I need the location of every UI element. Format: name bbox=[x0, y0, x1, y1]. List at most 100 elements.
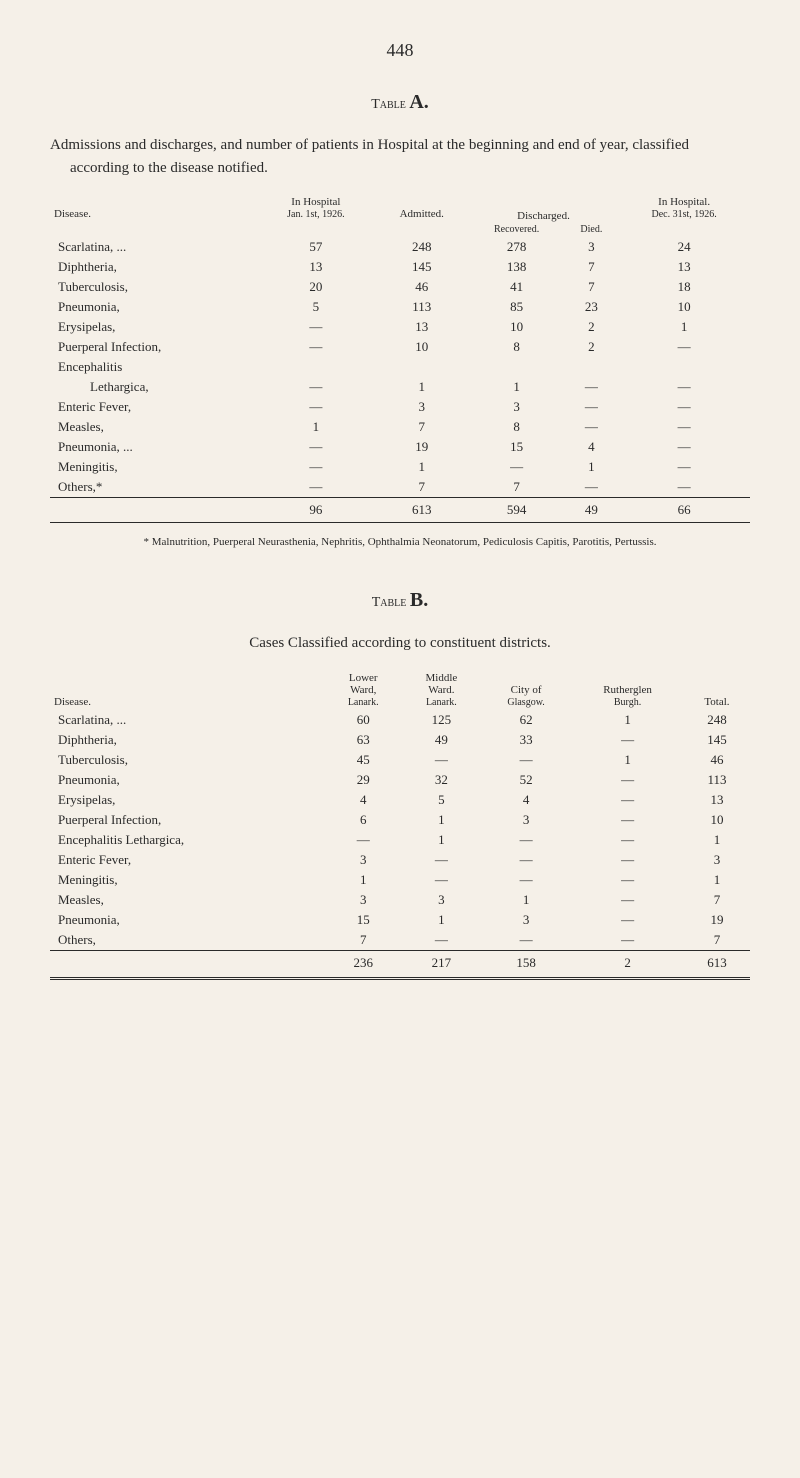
data-cell: 4 bbox=[325, 790, 402, 810]
data-cell: 63 bbox=[325, 730, 402, 750]
table-row: Erysipelas,—131021 bbox=[50, 317, 750, 337]
disease-cell: Others,* bbox=[50, 477, 257, 498]
table-row: Puerperal Infection,613—10 bbox=[50, 810, 750, 830]
data-cell: — bbox=[402, 750, 481, 770]
total-lower: 236 bbox=[325, 950, 402, 975]
data-cell: — bbox=[571, 810, 684, 830]
data-cell: 3 bbox=[469, 397, 565, 417]
data-cell: — bbox=[571, 850, 684, 870]
data-cell: 1 bbox=[618, 317, 750, 337]
table-a-title-prefix: Table bbox=[371, 97, 406, 112]
data-cell: 3 bbox=[325, 850, 402, 870]
data-cell: 4 bbox=[564, 437, 618, 457]
table-row: Encephalitis Lethargica,—1——1 bbox=[50, 830, 750, 850]
data-cell: 8 bbox=[469, 417, 565, 437]
data-cell: 6 bbox=[325, 810, 402, 830]
table-b-title-letter: B. bbox=[410, 589, 428, 611]
data-cell: 32 bbox=[402, 770, 481, 790]
data-cell: — bbox=[618, 437, 750, 457]
data-cell: 3 bbox=[481, 910, 571, 930]
total-recovered: 594 bbox=[469, 498, 565, 523]
table-row: Diphtheria,13145138713 bbox=[50, 257, 750, 277]
th-middle: Middle Ward. Lanark. bbox=[402, 670, 481, 710]
data-cell: 7 bbox=[564, 257, 618, 277]
table-row: Tuberculosis,204641718 bbox=[50, 277, 750, 297]
table-row: Others,7———7 bbox=[50, 930, 750, 951]
data-cell: 10 bbox=[618, 297, 750, 317]
data-cell: 3 bbox=[481, 810, 571, 830]
data-cell: 125 bbox=[402, 710, 481, 730]
data-cell: 23 bbox=[564, 297, 618, 317]
table-row: Erysipelas,454—13 bbox=[50, 790, 750, 810]
table-a-title-letter: A. bbox=[409, 91, 428, 113]
total-admitted: 613 bbox=[375, 498, 469, 523]
table-row: Enteric Fever,3———3 bbox=[50, 850, 750, 870]
data-cell: — bbox=[571, 930, 684, 951]
table-b-totals-row: 236 217 158 2 613 bbox=[50, 950, 750, 975]
data-cell bbox=[469, 357, 565, 377]
disease-cell: Tuberculosis, bbox=[50, 277, 257, 297]
data-cell: 62 bbox=[481, 710, 571, 730]
table-row: Encephalitis bbox=[50, 357, 750, 377]
data-cell: 41 bbox=[469, 277, 565, 297]
data-cell: — bbox=[618, 337, 750, 357]
th-in-hospital-dec: In Hospital. Dec. 31st, 1926. bbox=[618, 194, 750, 222]
data-cell: 5 bbox=[402, 790, 481, 810]
data-cell: — bbox=[257, 437, 375, 457]
data-cell: 10 bbox=[469, 317, 565, 337]
table-row: Meningitis,1———1 bbox=[50, 870, 750, 890]
data-cell: — bbox=[257, 457, 375, 477]
data-cell: 85 bbox=[469, 297, 565, 317]
data-cell: 49 bbox=[402, 730, 481, 750]
table-a-totals-row: 96 613 594 49 66 bbox=[50, 498, 750, 523]
data-cell: 10 bbox=[684, 810, 750, 830]
th-total: Total. bbox=[684, 670, 750, 710]
data-cell: — bbox=[618, 377, 750, 397]
data-cell: 46 bbox=[684, 750, 750, 770]
data-cell: — bbox=[618, 397, 750, 417]
data-cell: 19 bbox=[684, 910, 750, 930]
data-cell: 1 bbox=[571, 750, 684, 770]
disease-cell: Meningitis, bbox=[50, 457, 257, 477]
data-cell bbox=[257, 357, 375, 377]
disease-cell: Lethargica, bbox=[50, 377, 257, 397]
data-cell: 10 bbox=[375, 337, 469, 357]
data-cell: 13 bbox=[684, 790, 750, 810]
disease-cell: Encephalitis Lethargica, bbox=[50, 830, 325, 850]
table-a-title: Table A. bbox=[50, 91, 750, 114]
disease-cell: Enteric Fever, bbox=[50, 850, 325, 870]
table-b-title: Table B. bbox=[50, 589, 750, 612]
data-cell: 29 bbox=[325, 770, 402, 790]
data-cell: 145 bbox=[375, 257, 469, 277]
data-cell: — bbox=[571, 890, 684, 910]
disease-cell: Pneumonia, ... bbox=[50, 437, 257, 457]
data-cell: 1 bbox=[564, 457, 618, 477]
data-cell: 24 bbox=[618, 237, 750, 257]
th-discharged: Discharged. bbox=[469, 194, 619, 222]
disease-cell: Puerperal Infection, bbox=[50, 810, 325, 830]
data-cell: 7 bbox=[564, 277, 618, 297]
data-cell: 1 bbox=[684, 870, 750, 890]
data-cell: — bbox=[571, 790, 684, 810]
disease-cell: Others, bbox=[50, 930, 325, 951]
data-cell: 15 bbox=[469, 437, 565, 457]
data-cell: 113 bbox=[684, 770, 750, 790]
disease-cell: Erysipelas, bbox=[50, 790, 325, 810]
data-cell bbox=[564, 357, 618, 377]
data-cell: — bbox=[618, 457, 750, 477]
data-cell: — bbox=[618, 417, 750, 437]
total-dec: 66 bbox=[618, 498, 750, 523]
total-city: 158 bbox=[481, 950, 571, 975]
total-died: 49 bbox=[564, 498, 618, 523]
data-cell: 20 bbox=[257, 277, 375, 297]
th-disease-b: Disease. bbox=[50, 670, 325, 710]
data-cell: — bbox=[481, 750, 571, 770]
total-jan: 96 bbox=[257, 498, 375, 523]
data-cell: — bbox=[469, 457, 565, 477]
data-cell: 1 bbox=[325, 870, 402, 890]
disease-cell: Pneumonia, bbox=[50, 297, 257, 317]
data-cell: — bbox=[257, 477, 375, 498]
table-b-title-prefix: Table bbox=[372, 595, 407, 610]
data-cell: 1 bbox=[402, 830, 481, 850]
data-cell: 57 bbox=[257, 237, 375, 257]
